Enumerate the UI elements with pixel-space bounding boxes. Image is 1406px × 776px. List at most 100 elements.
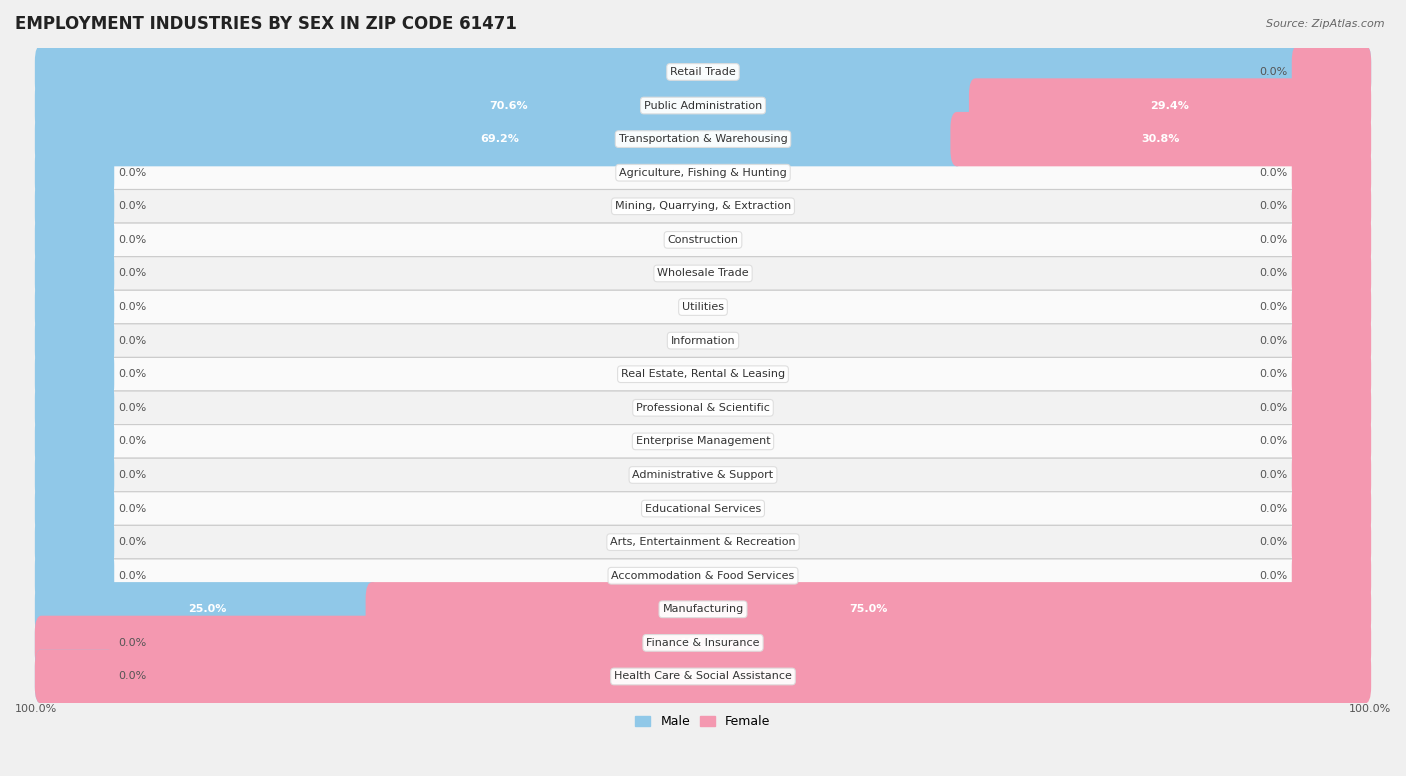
FancyBboxPatch shape [35,380,114,435]
FancyBboxPatch shape [1292,179,1371,234]
Text: 0.0%: 0.0% [118,671,146,681]
FancyBboxPatch shape [35,78,983,133]
FancyBboxPatch shape [41,123,1365,156]
Text: 0.0%: 0.0% [118,403,146,413]
Text: 0.0%: 0.0% [1260,336,1288,345]
FancyBboxPatch shape [1292,515,1371,570]
Text: Real Estate, Rental & Leasing: Real Estate, Rental & Leasing [621,369,785,379]
Text: 0.0%: 0.0% [118,638,146,648]
Text: 0.0%: 0.0% [118,570,146,580]
FancyBboxPatch shape [41,391,1365,424]
FancyBboxPatch shape [950,112,1371,166]
FancyBboxPatch shape [41,525,1365,559]
Text: 25.0%: 25.0% [187,605,226,615]
Text: 100.0%: 100.0% [681,671,725,681]
Text: 30.8%: 30.8% [1142,134,1180,144]
FancyBboxPatch shape [41,458,1365,492]
FancyBboxPatch shape [35,582,378,636]
FancyBboxPatch shape [41,626,1365,660]
FancyBboxPatch shape [41,156,1365,189]
Text: 0.0%: 0.0% [118,537,146,547]
FancyBboxPatch shape [35,448,114,502]
Text: Enterprise Management: Enterprise Management [636,436,770,446]
FancyBboxPatch shape [41,492,1365,525]
Text: Transportation & Warehousing: Transportation & Warehousing [619,134,787,144]
Text: 0.0%: 0.0% [118,336,146,345]
Text: Agriculture, Fishing & Hunting: Agriculture, Fishing & Hunting [619,168,787,178]
FancyBboxPatch shape [1292,246,1371,300]
Text: Information: Information [671,336,735,345]
Text: 0.0%: 0.0% [118,268,146,279]
Text: 0.0%: 0.0% [1260,403,1288,413]
FancyBboxPatch shape [35,650,114,704]
Text: 0.0%: 0.0% [118,369,146,379]
Text: 0.0%: 0.0% [1260,470,1288,480]
Text: 0.0%: 0.0% [1260,67,1288,77]
Text: 0.0%: 0.0% [1260,268,1288,279]
FancyBboxPatch shape [1292,347,1371,401]
FancyBboxPatch shape [35,650,1371,704]
Text: 0.0%: 0.0% [1260,570,1288,580]
Text: 0.0%: 0.0% [1260,235,1288,245]
Text: 0.0%: 0.0% [118,302,146,312]
FancyBboxPatch shape [35,515,114,570]
Text: 0.0%: 0.0% [1260,302,1288,312]
FancyBboxPatch shape [1292,549,1371,603]
Text: 0.0%: 0.0% [1260,369,1288,379]
Text: 0.0%: 0.0% [118,504,146,514]
Text: 0.0%: 0.0% [118,168,146,178]
FancyBboxPatch shape [41,88,1365,123]
Text: Administrative & Support: Administrative & Support [633,470,773,480]
FancyBboxPatch shape [35,549,114,603]
FancyBboxPatch shape [35,615,114,670]
Text: Mining, Quarrying, & Extraction: Mining, Quarrying, & Extraction [614,201,792,211]
Text: 100.0%: 100.0% [15,704,58,714]
FancyBboxPatch shape [1292,380,1371,435]
FancyBboxPatch shape [35,146,114,200]
FancyBboxPatch shape [35,481,114,535]
FancyBboxPatch shape [1292,481,1371,535]
Text: 29.4%: 29.4% [1150,101,1189,110]
Text: 70.6%: 70.6% [489,101,527,110]
FancyBboxPatch shape [41,424,1365,458]
Text: Source: ZipAtlas.com: Source: ZipAtlas.com [1267,19,1385,29]
Text: 0.0%: 0.0% [118,201,146,211]
Text: 0.0%: 0.0% [1260,436,1288,446]
Text: Retail Trade: Retail Trade [671,67,735,77]
Text: 100.0%: 100.0% [681,638,725,648]
Text: Public Administration: Public Administration [644,101,762,110]
FancyBboxPatch shape [41,55,1365,88]
FancyBboxPatch shape [41,559,1365,593]
Text: Arts, Entertainment & Recreation: Arts, Entertainment & Recreation [610,537,796,547]
Text: Wholesale Trade: Wholesale Trade [657,268,749,279]
Text: Manufacturing: Manufacturing [662,605,744,615]
FancyBboxPatch shape [969,78,1371,133]
FancyBboxPatch shape [1292,414,1371,469]
Text: Construction: Construction [668,235,738,245]
FancyBboxPatch shape [1292,448,1371,502]
Text: Educational Services: Educational Services [645,504,761,514]
FancyBboxPatch shape [1292,146,1371,200]
FancyBboxPatch shape [41,290,1365,324]
FancyBboxPatch shape [35,414,114,469]
FancyBboxPatch shape [41,660,1365,693]
Text: 0.0%: 0.0% [118,235,146,245]
Text: Professional & Scientific: Professional & Scientific [636,403,770,413]
Text: EMPLOYMENT INDUSTRIES BY SEX IN ZIP CODE 61471: EMPLOYMENT INDUSTRIES BY SEX IN ZIP CODE… [15,15,517,33]
Text: 75.0%: 75.0% [849,605,887,615]
Text: 100.0%: 100.0% [1348,704,1391,714]
Legend: Male, Female: Male, Female [630,710,776,733]
Text: 100.0%: 100.0% [681,67,725,77]
Text: 0.0%: 0.0% [118,470,146,480]
FancyBboxPatch shape [41,257,1365,290]
FancyBboxPatch shape [35,45,1371,99]
FancyBboxPatch shape [1292,314,1371,368]
FancyBboxPatch shape [41,324,1365,358]
Text: Utilities: Utilities [682,302,724,312]
FancyBboxPatch shape [35,347,114,401]
Text: 0.0%: 0.0% [1260,504,1288,514]
FancyBboxPatch shape [41,223,1365,257]
FancyBboxPatch shape [35,179,114,234]
FancyBboxPatch shape [41,358,1365,391]
Text: 0.0%: 0.0% [118,436,146,446]
